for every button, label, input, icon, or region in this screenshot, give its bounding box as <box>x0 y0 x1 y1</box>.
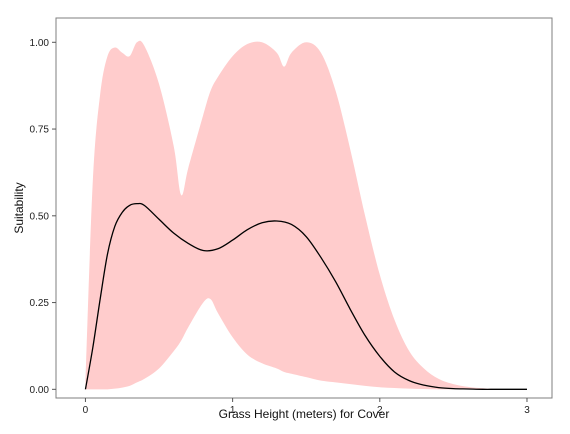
y-tick-label: 0.50 <box>30 211 50 222</box>
x-tick-label: 0 <box>83 405 89 416</box>
mean-line-layer <box>84 202 527 390</box>
x-tick-label: 1 <box>230 405 236 416</box>
y-axis-ticks: 0.00 0.25 0.50 0.75 1.00 <box>30 38 56 396</box>
plot-frame <box>55 17 553 399</box>
y-tick-label: 0.00 <box>30 385 50 396</box>
x-axis-title: Grass Height (meters) for Cover <box>219 407 390 421</box>
y-tick-label: 0.75 <box>30 125 50 136</box>
y-axis-title: Suitability <box>12 182 26 233</box>
y-tick-label: 1.00 <box>30 38 50 49</box>
x-axis-ticks: 0 1 2 3 <box>83 398 530 416</box>
confidence-band-layer <box>85 40 527 390</box>
x-tick-label: 2 <box>377 405 383 416</box>
y-tick-label: 0.25 <box>30 298 50 309</box>
mean-suitability-line <box>84 202 527 390</box>
confidence-band <box>85 40 527 390</box>
x-tick-label: 3 <box>524 405 530 416</box>
